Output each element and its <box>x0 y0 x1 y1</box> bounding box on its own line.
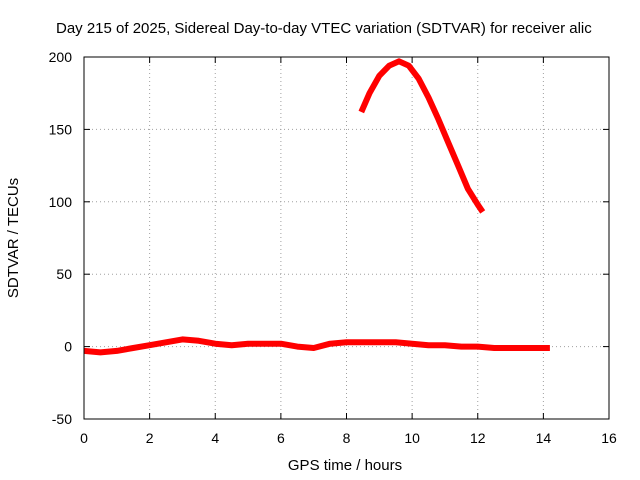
grid <box>84 57 609 419</box>
x-tick-label-10: 10 <box>404 430 420 446</box>
y-tick-label-0: 0 <box>64 339 72 355</box>
series-line-low <box>83 336 550 356</box>
series-line-high <box>358 58 486 214</box>
x-tick-label-2: 2 <box>146 430 154 446</box>
y-axis-label: SDTVAR / TECUs <box>5 178 22 298</box>
y-tick-label--50: -50 <box>52 411 72 427</box>
y-tick-label-150: 150 <box>49 121 73 137</box>
chart-title: Day 215 of 2025, Sidereal Day-to-day VTE… <box>56 20 592 37</box>
x-tick-label-8: 8 <box>343 430 351 446</box>
x-tick-label-16: 16 <box>601 430 617 446</box>
x-tick-label-14: 14 <box>536 430 552 446</box>
tick-labels: 0 2 4 6 8 10 12 14 16 -50 0 50 100 150 200 <box>49 49 617 446</box>
y-tick-label-200: 200 <box>49 49 73 65</box>
x-tick-label-12: 12 <box>470 430 486 446</box>
x-tick-label-0: 0 <box>80 430 88 446</box>
plot-frame <box>83 56 610 420</box>
x-axis-label: GPS time / hours <box>288 457 402 474</box>
x-tick-label-4: 4 <box>211 430 219 446</box>
series <box>83 58 550 356</box>
x-tick-label-6: 6 <box>277 430 285 446</box>
y-tick-label-100: 100 <box>49 194 73 210</box>
y-tick-label-50: 50 <box>56 266 72 282</box>
